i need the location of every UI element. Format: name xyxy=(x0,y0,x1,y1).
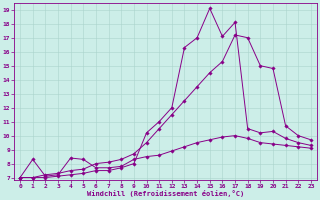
X-axis label: Windchill (Refroidissement éolien,°C): Windchill (Refroidissement éolien,°C) xyxy=(87,190,244,197)
